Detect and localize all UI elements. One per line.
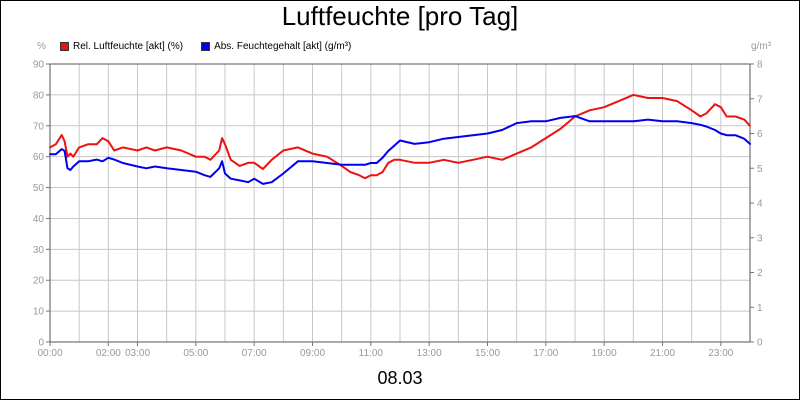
date-label: 08.03 xyxy=(377,368,423,388)
x-axis-tick-label: 19:00 xyxy=(592,348,617,359)
left-axis-tick-label: 60 xyxy=(33,152,45,163)
right-axis-tick-label: 1 xyxy=(757,303,763,314)
x-axis-tick-label: 00:00 xyxy=(37,348,62,359)
legend-label-abs-humidity: Abs. Feuchtegehalt [akt] (g/m³) xyxy=(214,40,352,52)
left-axis-tick-label: 40 xyxy=(33,214,45,225)
left-axis-unit: % xyxy=(37,41,46,52)
left-axis-tick-label: 50 xyxy=(33,183,45,194)
right-axis-tick-label: 8 xyxy=(757,60,763,71)
right-axis-tick-label: 6 xyxy=(757,129,763,140)
right-axis-tick-label: 4 xyxy=(757,199,763,210)
legend-item-rel-humidity: Rel. Luftfeuchte [akt] (%) xyxy=(60,41,183,52)
x-axis-tick-label: 03:00 xyxy=(125,348,150,359)
right-axis-unit: g/m³ xyxy=(751,41,771,52)
x-axis-tick-label: 15:00 xyxy=(475,348,500,359)
chart-title: Luftfeuchte [pro Tag] xyxy=(281,1,519,31)
right-axis-tick-label: 0 xyxy=(757,338,763,349)
right-axis-tick-label: 7 xyxy=(757,94,763,105)
x-axis-tick-label: 23:00 xyxy=(708,348,733,359)
x-axis-tick-label: 05:00 xyxy=(183,348,208,359)
x-axis-tick-label: 07:00 xyxy=(242,348,267,359)
left-axis-tick-label: 0 xyxy=(38,338,44,349)
right-axis-tick-label: 2 xyxy=(757,268,763,279)
series-line-rel-humidity xyxy=(49,93,751,180)
left-axis-tick-label: 90 xyxy=(33,60,45,71)
right-axis-tick-label: 3 xyxy=(757,233,763,244)
left-axis-tick-label: 10 xyxy=(33,307,45,318)
x-axis-tick-label: 11:00 xyxy=(359,348,384,359)
legend: Rel. Luftfeuchte [akt] (%) Abs. Feuchteg… xyxy=(60,39,369,53)
left-axis-tick-label: 30 xyxy=(33,245,45,256)
legend-swatch-rel-humidity xyxy=(60,41,69,51)
legend-swatch-abs-humidity xyxy=(201,41,211,51)
left-axis-tick-label: 70 xyxy=(33,121,45,132)
x-axis-tick-label: 09:00 xyxy=(300,348,325,359)
left-axis-tick-label: 80 xyxy=(33,90,45,101)
x-axis-tick-label: 13:00 xyxy=(417,348,442,359)
x-axis-tick-label: 02:00 xyxy=(96,348,121,359)
x-axis-tick-label: 17:00 xyxy=(533,348,558,359)
left-axis-tick-label: 20 xyxy=(33,276,45,287)
legend-item-abs-humidity: Abs. Feuchtegehalt [akt] (g/m³) xyxy=(201,41,351,52)
right-axis-tick-label: 5 xyxy=(757,164,763,175)
legend-label-rel-humidity: Rel. Luftfeuchte [akt] (%) xyxy=(73,40,184,52)
series-line-abs-humidity xyxy=(49,115,751,185)
x-axis-tick-label: 21:00 xyxy=(650,348,675,359)
